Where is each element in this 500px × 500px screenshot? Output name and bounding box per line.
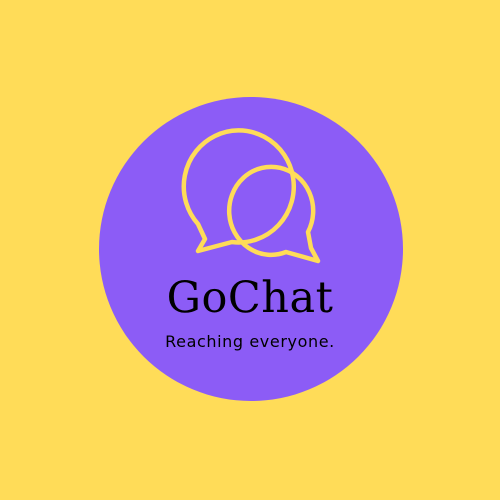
tagline: Reaching everyone.	[165, 332, 335, 351]
chat-bubbles-icon	[181, 128, 321, 264]
brand-name: GoChat	[166, 273, 334, 323]
